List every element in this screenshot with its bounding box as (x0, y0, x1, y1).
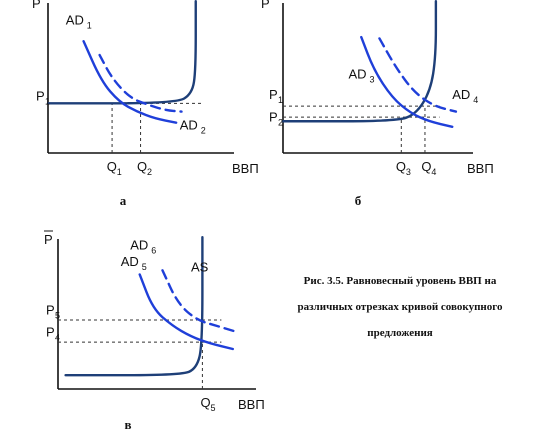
ad-label-subscript: 6 (151, 246, 156, 256)
ad-curve (360, 35, 454, 128)
x-axis-label: ВВП (232, 161, 259, 176)
price-level-label: P (46, 325, 55, 340)
quantity-level-subscript: 2 (147, 167, 152, 177)
price-level-subscript: 5 (55, 310, 60, 320)
price-level-subscript: 1 (278, 95, 283, 105)
caption-line-1: Рис. 3.5. Равновесный уровень ВВП на (303, 275, 497, 287)
quantity-level-label: Q (137, 159, 147, 174)
panel-label: в (124, 417, 131, 432)
price-level-label: P (269, 109, 278, 124)
quantity-level-label: Q (107, 159, 117, 174)
ad-label-subscript: 2 (201, 126, 206, 136)
ad-curve (138, 273, 234, 351)
quantity-level-label: Q (421, 159, 431, 174)
ad-curve (82, 40, 178, 124)
as-label: AS (191, 260, 209, 275)
price-level-label: P (269, 87, 278, 102)
chart-panel-a: PВВПASAD1AD2P1Q1Q2а (32, 0, 259, 208)
y-axis-label: P (44, 232, 53, 247)
as-curve (64, 236, 204, 377)
ad-curve-shifted (98, 53, 183, 113)
ad-label-subscript: 5 (142, 262, 147, 272)
ad-label: AD (180, 118, 198, 133)
caption-line-2: различных отрезках кривой совокупного (297, 301, 503, 313)
y-axis-label: P (261, 0, 270, 11)
quantity-level-subscript: 1 (117, 167, 122, 177)
ad-label-subscript: 4 (473, 95, 478, 105)
y-axis-label: P (32, 0, 41, 11)
panel-label: а (120, 193, 127, 208)
quantity-level-label: Q (201, 395, 211, 410)
ad-label: AD (121, 254, 139, 269)
ad-curve-shifted (378, 37, 458, 113)
quantity-level-subscript: 4 (431, 167, 436, 177)
quantity-level-subscript: 3 (406, 167, 411, 177)
price-level-subscript: 2 (278, 117, 283, 127)
price-level-subscript: 4 (55, 333, 60, 343)
ad-curve-shifted (161, 269, 240, 334)
price-level-subscript: 1 (45, 97, 50, 107)
ad-label-subscript: 1 (87, 21, 92, 31)
x-axis-label: ВВП (238, 397, 265, 412)
price-level-label: P (46, 302, 55, 317)
as-curve (46, 0, 197, 105)
caption-line-3: предложения (367, 327, 433, 339)
ad-label: AD (349, 66, 367, 81)
x-axis-label: ВВП (467, 161, 494, 176)
panel-label: б (355, 193, 362, 208)
ad-label: AD (130, 238, 148, 253)
price-level-label: P (36, 89, 45, 104)
quantity-level-label: Q (396, 159, 406, 174)
ad-label-subscript: 3 (370, 74, 375, 84)
as-curve (281, 0, 438, 123)
chart-panel-b: PВВПASAD3AD4P1P2Q3Q4б (261, 0, 494, 208)
ad-label: AD (66, 13, 84, 28)
figure-caption: Рис. 3.5. Равновесный уровень ВВП на раз… (262, 268, 538, 346)
ad-label: AD (452, 87, 470, 102)
quantity-level-subscript: 5 (211, 403, 216, 413)
